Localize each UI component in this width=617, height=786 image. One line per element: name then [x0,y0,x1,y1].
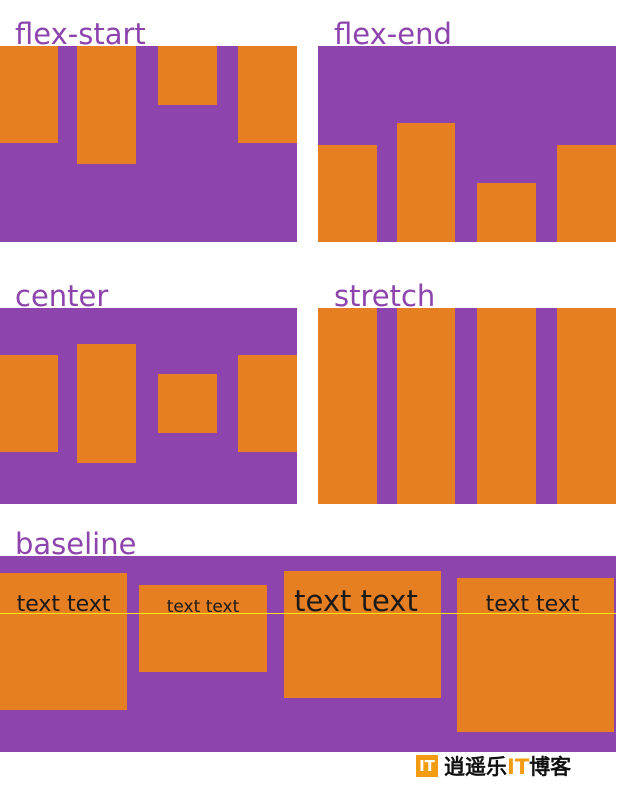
label-center: center [15,279,109,313]
logo-mark-icon: IT [416,755,438,777]
item-2: text text [139,585,267,672]
logo-text-accent: IT [507,755,530,779]
item-1: text text [0,573,127,710]
item-3 [158,374,217,433]
label-baseline: baseline [15,527,137,561]
item-4 [238,46,297,143]
logo-text: 逍遥乐IT博客 [444,751,571,781]
item-3 [477,183,536,242]
item-text: text text [294,584,418,618]
baseline-guide-line [0,613,616,614]
item-4: text text [457,578,614,732]
label-flex-end: flex-end [334,17,452,51]
label-flex-start: flex-start [15,17,146,51]
item-2 [77,46,136,164]
item-2 [397,123,455,242]
item-3 [477,308,536,504]
item-text: text text [166,597,240,617]
site-logo: IT 逍遥乐IT博客 [416,753,571,779]
logo-text-before: 逍遥乐 [444,755,507,779]
item-1 [0,46,58,143]
panel-flex-end [318,46,616,242]
item-1 [318,145,377,242]
item-text: text text [16,592,111,617]
item-4 [557,308,616,504]
panel-flex-start [0,46,297,242]
item-1 [318,308,377,504]
panel-stretch [318,308,616,504]
item-3 [158,46,217,105]
item-text: text text [485,592,580,617]
item-1 [0,355,58,452]
panel-center [0,308,297,504]
item-2 [397,308,455,504]
logo-text-after: 博客 [529,755,572,779]
item-4 [238,355,297,452]
label-stretch: stretch [334,279,436,313]
item-4 [557,145,616,242]
panel-baseline: text text text text text text text text [0,556,616,752]
item-2 [77,344,136,463]
item-3: text text [284,571,441,698]
